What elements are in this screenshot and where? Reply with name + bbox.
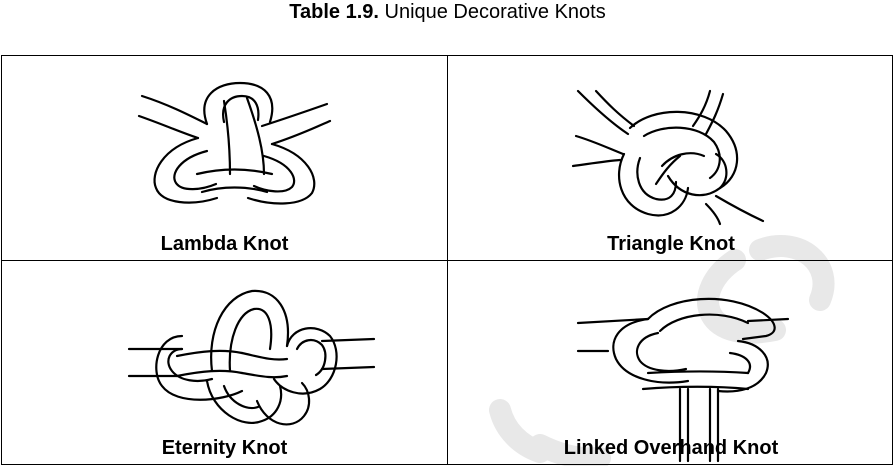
lambda-knot-icon bbox=[137, 81, 332, 205]
table-title: Unique Decorative Knots bbox=[384, 1, 606, 23]
row-divider bbox=[2, 260, 892, 261]
knot-cell-lambda: Lambda Knot bbox=[2, 56, 447, 260]
knot-cell-triangle: Triangle Knot bbox=[448, 56, 894, 260]
knot-label-linked-overhand: Linked Overhand Knot bbox=[563, 437, 779, 459]
knot-label-triangle: Triangle Knot bbox=[607, 233, 735, 255]
knots-table: Lambda Knot bbox=[1, 55, 893, 465]
table-caption: Table 1.9. Unique Decorative Knots bbox=[0, 0, 895, 24]
knot-label-eternity: Eternity Knot bbox=[161, 437, 288, 459]
triangle-knot-icon bbox=[571, 89, 765, 226]
knot-label-lambda: Lambda Knot bbox=[160, 233, 289, 255]
knot-cell-eternity: Eternity Knot bbox=[2, 261, 447, 464]
eternity-knot-icon bbox=[127, 289, 376, 426]
linked-overhand-knot-icon bbox=[576, 297, 790, 463]
table-number: Table 1.9. bbox=[289, 1, 379, 23]
knot-cell-linked-overhand: Linked Overhand Knot bbox=[448, 261, 894, 464]
